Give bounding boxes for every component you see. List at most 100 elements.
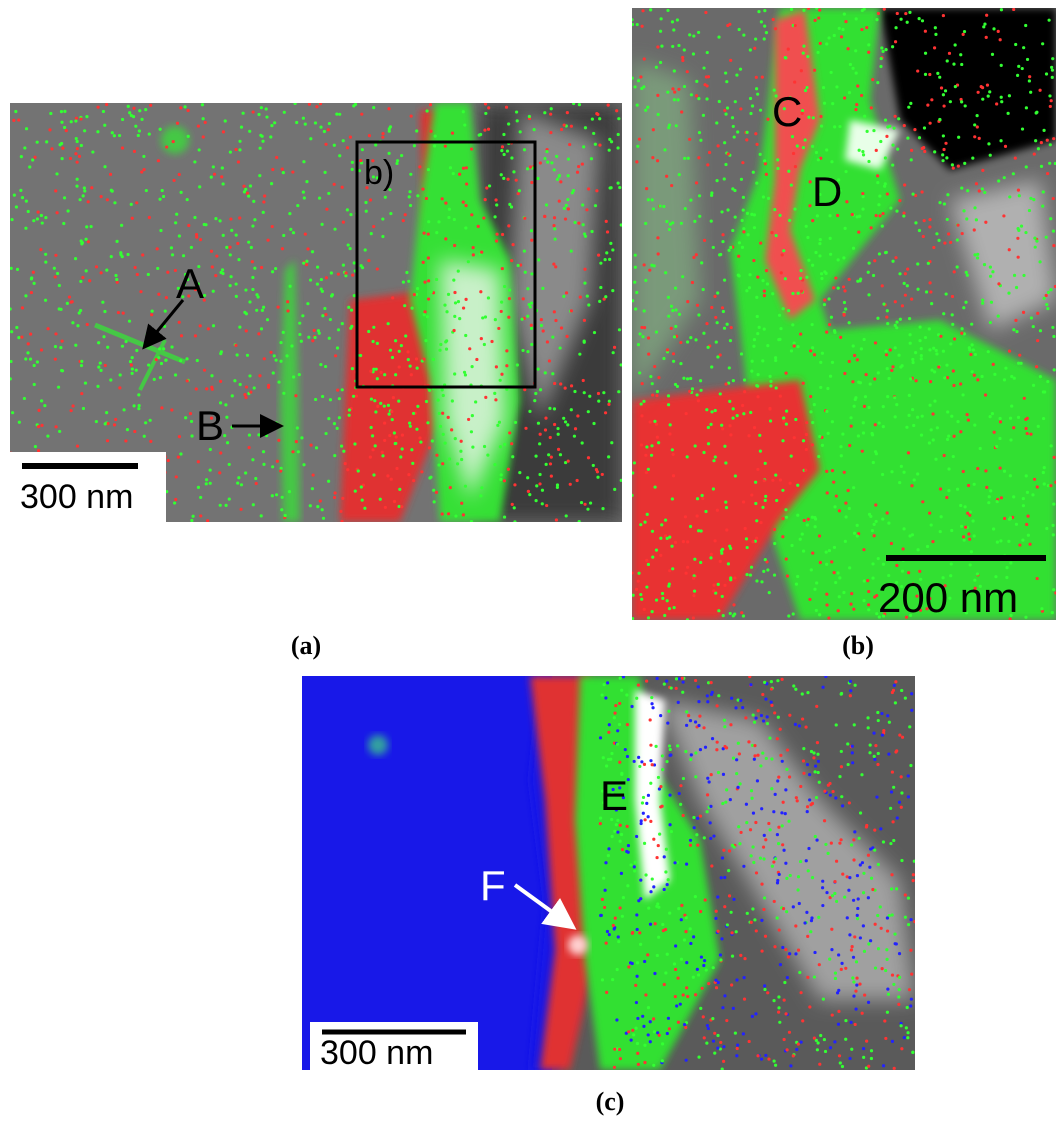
signal-dot <box>394 339 397 342</box>
signal-dot <box>865 1040 868 1043</box>
signal-dot <box>689 336 692 339</box>
signal-dot <box>351 274 354 277</box>
signal-dot <box>875 214 878 217</box>
signal-dot <box>212 324 215 327</box>
signal-dot <box>989 154 992 157</box>
signal-dot <box>103 124 106 127</box>
signal-dot <box>655 330 658 333</box>
signal-dot <box>819 386 822 389</box>
signal-dot <box>896 12 899 15</box>
signal-dot <box>159 128 162 131</box>
signal-dot <box>804 725 807 728</box>
signal-dot <box>1009 561 1012 564</box>
signal-dot <box>186 198 189 201</box>
signal-dot <box>673 69 676 72</box>
signal-dot <box>831 790 834 793</box>
signal-dot <box>530 181 533 184</box>
signal-dot <box>1032 325 1035 328</box>
signal-dot <box>1029 91 1032 94</box>
signal-dot <box>1031 493 1034 496</box>
signal-dot <box>723 719 726 722</box>
signal-dot <box>141 253 144 256</box>
signal-dot <box>177 456 180 459</box>
signal-dot <box>984 469 987 472</box>
signal-dot <box>530 272 533 275</box>
signal-dot <box>387 322 390 325</box>
signal-dot <box>877 203 880 206</box>
signal-dot <box>908 317 911 320</box>
signal-dot <box>918 17 921 20</box>
signal-dot <box>577 222 580 225</box>
signal-dot <box>333 496 336 499</box>
signal-dot <box>567 157 570 160</box>
signal-dot <box>894 300 897 303</box>
signal-dot <box>338 113 341 116</box>
signal-dot <box>329 398 332 401</box>
signal-dot <box>138 129 141 132</box>
signal-dot <box>718 100 721 103</box>
signal-dot <box>244 396 247 399</box>
signal-dot <box>502 177 505 180</box>
signal-dot <box>733 189 736 192</box>
signal-dot <box>508 289 511 292</box>
signal-dot <box>673 98 676 101</box>
signal-dot <box>574 427 577 430</box>
signal-dot <box>647 794 650 797</box>
signal-dot <box>604 295 607 298</box>
signal-dot <box>908 534 911 537</box>
signal-dot <box>726 323 729 326</box>
signal-dot <box>590 157 593 160</box>
signal-dot <box>695 80 698 83</box>
signal-dot <box>835 900 838 903</box>
signal-dot <box>732 125 735 128</box>
signal-dot <box>1000 64 1003 67</box>
signal-dot <box>138 109 141 112</box>
signal-dot <box>898 801 901 804</box>
signal-dot <box>205 387 208 390</box>
signal-dot <box>344 271 347 274</box>
signal-dot <box>640 414 643 417</box>
signal-dot <box>786 748 789 751</box>
signal-dot <box>880 57 883 60</box>
signal-dot <box>87 200 90 203</box>
signal-dot <box>328 122 331 125</box>
signal-dot <box>172 140 175 143</box>
signal-dot <box>868 513 871 516</box>
signal-dot <box>692 816 695 819</box>
signal-dot <box>930 523 933 526</box>
signal-dot <box>327 192 330 195</box>
signal-dot <box>829 237 832 240</box>
signal-dot <box>918 229 921 232</box>
signal-dot <box>763 896 766 899</box>
signal-dot <box>799 991 802 994</box>
signal-dot <box>618 1048 621 1051</box>
signal-dot <box>751 540 754 543</box>
signal-dot <box>80 360 83 363</box>
signal-dot <box>815 151 818 154</box>
signal-dot <box>458 317 461 320</box>
signal-dot <box>410 373 413 376</box>
signal-dot <box>964 104 967 107</box>
signal-dot <box>87 240 90 243</box>
signal-dot <box>696 393 699 396</box>
signal-dot <box>644 109 647 112</box>
signal-dot <box>973 534 976 537</box>
signal-dot <box>567 459 570 462</box>
signal-dot <box>818 613 821 616</box>
signal-dot <box>726 923 729 926</box>
signal-dot <box>719 560 722 563</box>
signal-dot <box>427 232 430 235</box>
signal-dot <box>964 505 967 508</box>
signal-dot <box>608 258 611 261</box>
signal-dot <box>423 310 426 313</box>
signal-dot <box>916 69 919 72</box>
signal-dot <box>848 566 851 569</box>
signal-dot <box>647 907 650 910</box>
signal-dot <box>722 1060 725 1063</box>
signal-dot <box>74 257 77 260</box>
signal-dot <box>854 1023 857 1026</box>
signal-dot <box>652 207 655 210</box>
signal-dot <box>605 764 608 767</box>
signal-dot <box>856 907 859 910</box>
signal-dot <box>813 403 816 406</box>
